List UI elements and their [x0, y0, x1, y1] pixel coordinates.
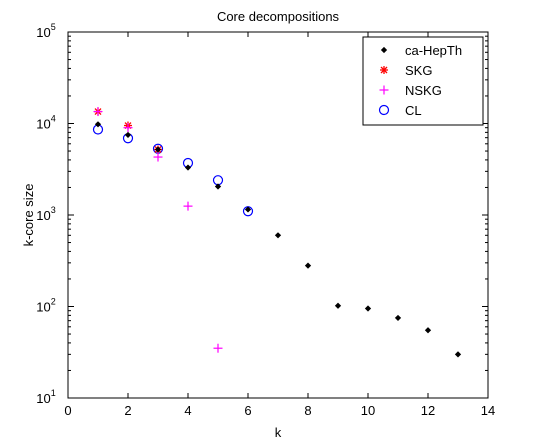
data-point-ca-hepth: [214, 183, 222, 190]
dot-shape: [94, 121, 102, 128]
dot-shape: [364, 305, 372, 312]
y-tick-exponent: 2: [51, 297, 56, 307]
data-point-ca-hepth: [394, 314, 402, 322]
y-tick-base: 10: [36, 300, 50, 315]
dot-shape: [454, 351, 462, 358]
data-point-ca-hepth: [364, 305, 372, 312]
x-tick-label: 8: [304, 403, 311, 418]
asterisk-stroke: [380, 66, 388, 74]
y-tick-label: 101: [36, 388, 55, 406]
data-point-ca-hepth: [334, 302, 342, 309]
x-tick-label: 2: [124, 403, 131, 418]
data-point-nskg: [123, 123, 133, 133]
legend: ca-HepTh SKG NSKG CL: [362, 36, 484, 126]
legend-label: CL: [405, 103, 422, 118]
dot-shape: [394, 314, 402, 322]
legend-marker-nskg: [379, 85, 389, 95]
x-axis-label: k: [275, 425, 282, 440]
legend-label: NSKG: [405, 83, 442, 98]
x-tick-label: 0: [64, 403, 71, 418]
data-point-nskg: [213, 343, 223, 353]
dot-shape: [184, 164, 192, 171]
y-tick-label: 103: [36, 205, 55, 223]
y-tick-base: 10: [36, 25, 50, 40]
data-point-ca-hepth: [154, 146, 162, 153]
data-point-ca-hepth: [244, 206, 252, 213]
data-point-ca-hepth: [304, 262, 312, 269]
dot-shape: [424, 327, 432, 334]
data-point-nskg: [153, 152, 163, 162]
dot-shape: [154, 146, 162, 153]
y-tick-base: 10: [36, 117, 50, 132]
y-tick-label: 104: [36, 114, 55, 132]
data-marks: [92, 107, 462, 358]
x-tick-label: 6: [244, 403, 251, 418]
y-tick-base: 10: [36, 208, 50, 223]
legend-marker-skg: [380, 66, 388, 74]
y-tick-label: 102: [36, 297, 55, 315]
y-axis-label: k-core size: [21, 184, 36, 247]
data-point-ca-hepth: [94, 121, 102, 128]
y-tick-exponent: 3: [51, 205, 56, 215]
circle-shape: [378, 104, 390, 116]
dot-shape: [214, 183, 222, 190]
chart-title: Core decompositions: [217, 9, 340, 24]
legend-marker-cl: [378, 104, 390, 116]
x-tick-label: 12: [421, 403, 435, 418]
x-tick-label: 10: [361, 403, 375, 418]
dot-shape: [334, 302, 342, 309]
y-tick-exponent: 1: [51, 388, 56, 398]
y-tick-label: 105: [36, 22, 55, 40]
data-point-ca-hepth: [184, 164, 192, 171]
data-point-ca-hepth: [454, 351, 462, 358]
y-tick-exponent: 5: [51, 22, 56, 32]
y-tick-exponent: 4: [51, 114, 56, 124]
legend-label: SKG: [405, 63, 432, 78]
data-point-ca-hepth: [424, 327, 432, 334]
data-point-nskg: [93, 107, 103, 117]
data-point-nskg: [183, 201, 193, 211]
dot-shape: [304, 262, 312, 269]
x-tick-label: 14: [481, 403, 495, 418]
dot-shape: [244, 206, 252, 213]
x-tick-label: 4: [184, 403, 191, 418]
y-tick-base: 10: [36, 391, 50, 406]
legend-label: ca-HepTh: [405, 43, 462, 58]
